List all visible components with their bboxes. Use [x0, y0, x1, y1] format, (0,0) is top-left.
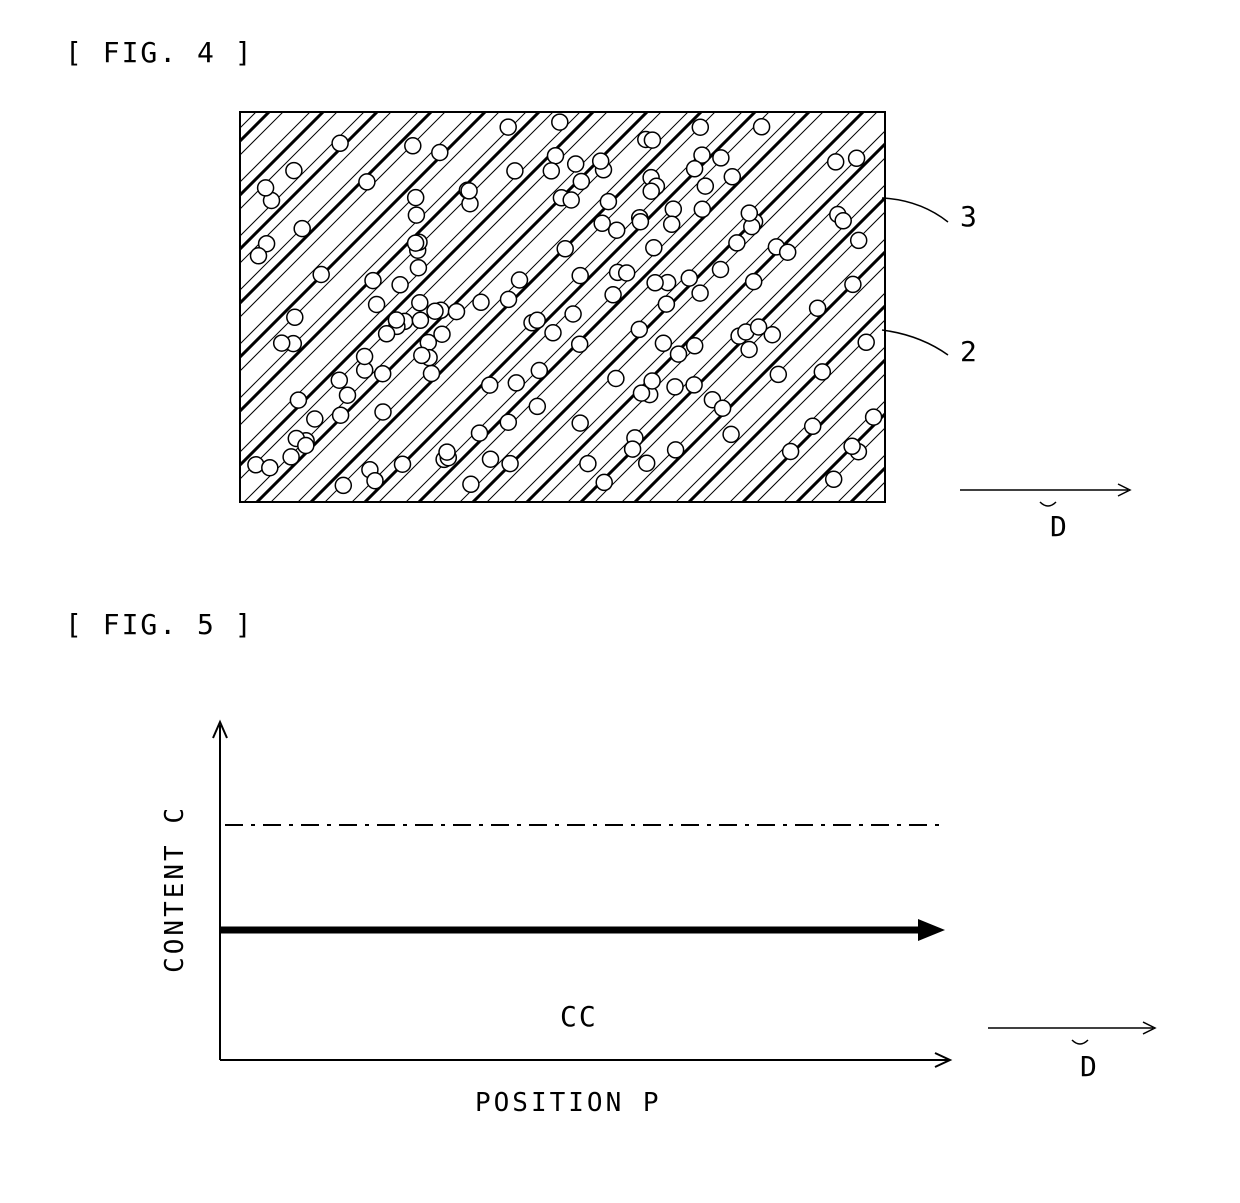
fig5-chart	[0, 0, 1240, 1200]
fig5-cc-label: CC	[560, 1000, 598, 1033]
fig5-d-label: D	[1080, 1050, 1097, 1083]
fig5-xlabel: POSITION P	[475, 1088, 662, 1118]
fig5-ylabel: CONTENT C	[160, 805, 190, 973]
